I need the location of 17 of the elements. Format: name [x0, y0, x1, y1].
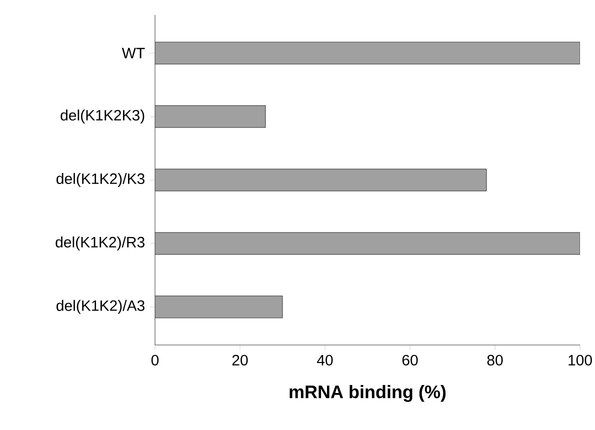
x-tick-label: 100 [568, 354, 592, 366]
bar [155, 105, 266, 128]
y-tick-label: del(K1K2K3) [60, 110, 144, 124]
x-tick-label: 40 [317, 354, 333, 366]
bar [155, 296, 283, 318]
x-tick-label: 0 [151, 354, 159, 366]
y-tick-label: del(K1K2)/R3 [56, 236, 144, 250]
bar [155, 232, 580, 255]
x-tick-label: 80 [487, 354, 503, 366]
x-tick-label: 20 [232, 354, 248, 366]
x-tick-label: 60 [402, 354, 418, 366]
y-tick-label: del(K1K2)/K3 [56, 173, 144, 187]
bar [155, 168, 487, 192]
x-axis-title: mRNA binding (%) [290, 385, 446, 402]
y-tick-label: WT [122, 48, 145, 58]
y-tick-label: del(K1K2)/A3 [56, 300, 144, 314]
bar [155, 42, 580, 64]
